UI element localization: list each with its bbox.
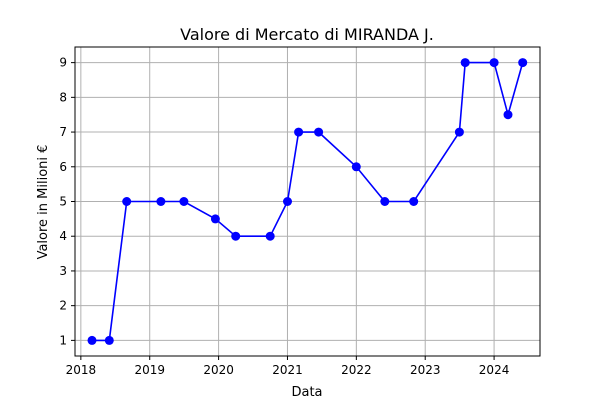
y-tick-label: 2 bbox=[59, 299, 67, 313]
data-point bbox=[210, 214, 220, 224]
x-tick-label: 2019 bbox=[134, 363, 165, 377]
y-tick-label: 5 bbox=[59, 195, 67, 209]
axes: 2018 2019 2020 2021 2022 2023 2024 1 2 3 4 5 6 7 8 9 bbox=[59, 46, 541, 377]
x-tick-label: 2022 bbox=[341, 363, 372, 377]
chart-title: Valore di Mercato di MIRANDA J. bbox=[180, 25, 434, 44]
data-point bbox=[503, 110, 513, 120]
y-tick-label: 4 bbox=[59, 229, 67, 243]
data-point bbox=[283, 197, 292, 206]
y-tick-label: 3 bbox=[59, 264, 67, 278]
data-point bbox=[156, 197, 166, 206]
y-tick-label: 8 bbox=[59, 90, 67, 104]
data-point bbox=[380, 197, 390, 206]
x-tick-label: 2024 bbox=[479, 363, 510, 377]
series-layer bbox=[87, 58, 528, 345]
data-point bbox=[314, 127, 324, 137]
x-tick-label: 2018 bbox=[66, 363, 97, 377]
data-point bbox=[518, 58, 528, 68]
y-tick-label: 6 bbox=[59, 160, 67, 174]
data-point bbox=[294, 127, 304, 137]
data-point bbox=[122, 197, 132, 206]
data-point bbox=[87, 335, 97, 345]
data-point bbox=[179, 197, 189, 206]
data-point bbox=[489, 58, 499, 68]
data-point bbox=[265, 231, 275, 241]
x-tick-label: 2021 bbox=[272, 363, 303, 377]
data-point bbox=[351, 162, 361, 172]
x-axis-label: Data bbox=[291, 385, 322, 400]
x-tick-label: 2023 bbox=[410, 363, 441, 377]
data-point bbox=[104, 335, 114, 345]
data-point bbox=[460, 58, 470, 68]
y-tick-label: 7 bbox=[59, 125, 67, 139]
y-axis-label: Valore in Milioni € bbox=[36, 145, 51, 260]
data-point bbox=[409, 197, 419, 206]
y-tick-label: 1 bbox=[59, 333, 67, 347]
y-tick-label: 9 bbox=[59, 56, 67, 70]
x-tick-label: 2020 bbox=[203, 363, 234, 377]
data-point bbox=[231, 231, 241, 241]
data-point bbox=[454, 127, 464, 137]
